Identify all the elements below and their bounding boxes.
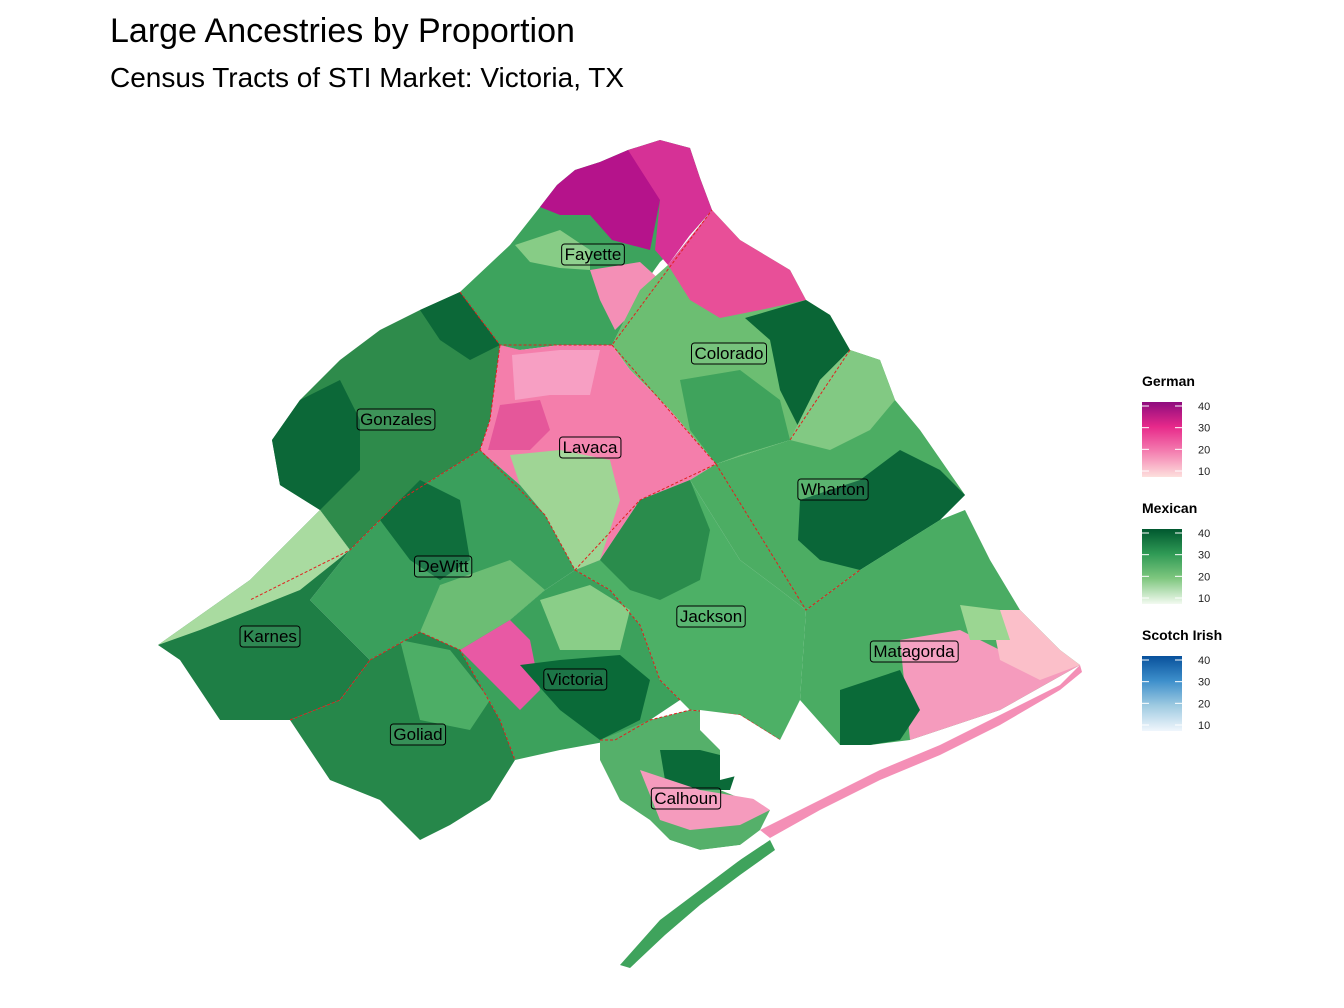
- map-subtitle: Census Tracts of STI Market: Victoria, T…: [110, 62, 625, 93]
- legend-title: Mexican: [1142, 500, 1197, 516]
- legend-tick-label: 30: [1198, 550, 1210, 562]
- legend-scotch-irish: Scotch Irish 40 30 20 10: [1142, 627, 1222, 732]
- county-label-wharton: Wharton: [797, 478, 869, 501]
- tract-dewitt-dark: [380, 480, 470, 580]
- county-label-text: Lavaca: [563, 438, 618, 457]
- county-label-text: Matagorda: [873, 642, 955, 661]
- county-label-jackson: Jackson: [676, 605, 746, 628]
- legend-tick-label: 40: [1198, 528, 1210, 540]
- county-label-text: Goliad: [393, 725, 442, 744]
- county-labels: Fayette Colorado Gonzales Lavaca Wharton DeWi…: [239, 243, 959, 810]
- legend-tick-label: 20: [1198, 571, 1210, 583]
- coastal-island-south: [620, 840, 775, 968]
- tract-fayette-purple: [540, 150, 660, 250]
- legend-tick-label: 30: [1198, 677, 1210, 689]
- tract-victoria-light: [540, 585, 630, 650]
- county-shapes: [158, 140, 1082, 968]
- county-label-dewitt: DeWitt: [414, 555, 473, 578]
- county-label-text: Wharton: [801, 480, 865, 499]
- tract-fayette-magenta: [628, 140, 712, 265]
- county-label-box: [356, 408, 436, 431]
- legend-tick-label: 20: [1198, 698, 1210, 710]
- county-label-box: [869, 640, 959, 663]
- county-label-text: Fayette: [565, 245, 622, 264]
- tract-wharton-light: [790, 350, 895, 450]
- county-label-box: [691, 342, 767, 365]
- tract-calhoun-pink: [640, 770, 770, 830]
- county-borders: [249, 209, 861, 761]
- legend-tick-label: 10: [1198, 720, 1210, 732]
- tract-gonzales-dark: [272, 380, 360, 510]
- tract-lavaca-light: [512, 350, 600, 400]
- county-label-text: Karnes: [243, 627, 297, 646]
- county-label-box: [676, 605, 746, 628]
- legend-colorbar: [1142, 656, 1182, 731]
- tract-gonzales-dark2: [420, 292, 500, 360]
- county-label-box: [389, 723, 447, 746]
- county-label-text: Victoria: [547, 670, 604, 689]
- tract-lavaca-hot: [488, 400, 550, 450]
- county-label-text: DeWitt: [418, 557, 469, 576]
- legend-tick-label: 10: [1198, 466, 1210, 478]
- county-label-text: Colorado: [695, 344, 764, 363]
- legend-colorbar: [1142, 402, 1182, 477]
- county-label-calhoun: Calhoun: [650, 787, 722, 810]
- county-label-box: [239, 625, 301, 648]
- tract-colorado-magenta: [668, 210, 806, 318]
- tract-fayette-light: [515, 230, 590, 270]
- tract-karnes-light: [158, 510, 350, 645]
- tract-jackson-dark: [600, 480, 710, 600]
- county-label-box: [559, 436, 622, 459]
- tract-lavaca-green: [510, 450, 620, 570]
- coastal-island-east: [760, 665, 1082, 838]
- tract-colorado-dark: [745, 300, 850, 430]
- tract-fayette-pink: [590, 262, 660, 330]
- water-bodies: [630, 710, 860, 935]
- tract-victoria-dark: [520, 655, 650, 740]
- tract-goliad-light: [400, 640, 490, 730]
- legend-tick-label: 10: [1198, 593, 1210, 605]
- county-label-lavaca: Lavaca: [559, 436, 622, 459]
- legend-tick-label: 20: [1198, 444, 1210, 456]
- county-label-karnes: Karnes: [239, 625, 301, 648]
- matagorda-bay: [700, 710, 860, 810]
- county-label-goliad: Goliad: [389, 723, 447, 746]
- legend-title: German: [1142, 373, 1195, 389]
- legend-title: Scotch Irish: [1142, 627, 1222, 643]
- county-label-victoria: Victoria: [543, 668, 608, 691]
- county-label-box: [414, 555, 473, 578]
- tract-matagorda-light: [990, 610, 1080, 680]
- county-label-fayette: Fayette: [561, 243, 625, 266]
- county-label-colorado: Colorado: [691, 342, 767, 365]
- san-antonio-bay: [630, 835, 760, 935]
- county-label-box: [561, 243, 625, 266]
- county-label-text: Calhoun: [654, 789, 717, 808]
- map-title: Large Ancestries by Proportion: [110, 12, 575, 50]
- county-label-box: [543, 668, 608, 691]
- county-label-box: [797, 478, 869, 501]
- county-label-text: Gonzales: [360, 410, 432, 429]
- legend-tick-label: 30: [1198, 423, 1210, 435]
- legend-tick-label: 40: [1198, 655, 1210, 667]
- legend-colorbar: [1142, 529, 1182, 604]
- county-label-gonzales: Gonzales: [356, 408, 436, 431]
- county-label-matagorda: Matagorda: [869, 640, 959, 663]
- tract-wharton-dark: [798, 450, 965, 570]
- tract-matagorda-mint: [960, 605, 1010, 640]
- tract-colorado-mid: [680, 370, 790, 464]
- county-label-box: [650, 787, 722, 810]
- legend-tick-label: 40: [1198, 401, 1210, 413]
- county-label-text: Jackson: [680, 607, 742, 626]
- tract-victoria-pink: [460, 620, 540, 710]
- tract-matagorda-dark: [840, 670, 920, 745]
- tract-dewitt-light: [420, 560, 545, 650]
